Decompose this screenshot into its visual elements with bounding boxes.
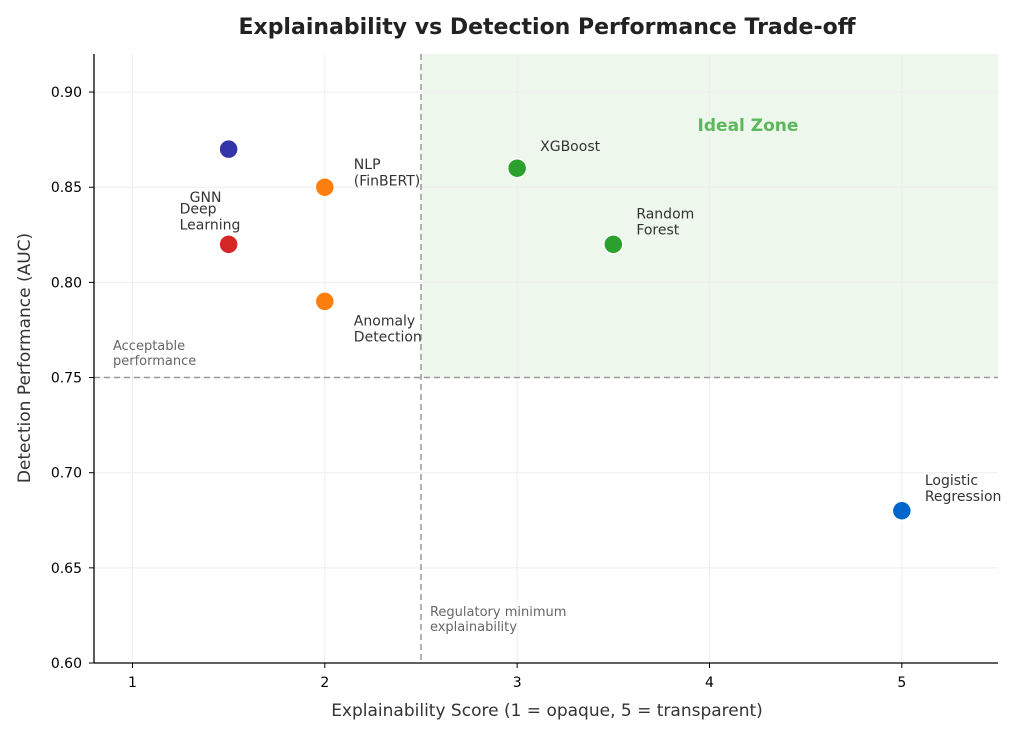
y-tick-label: 0.75 — [51, 371, 82, 387]
point-label-line: Detection — [354, 330, 422, 346]
x-tick-label: 4 — [705, 675, 714, 691]
y-tick-label: 0.70 — [51, 466, 82, 482]
regulatory-minimum-label: Regulatory minimum explainability — [430, 605, 566, 635]
point-label-line: XGBoost — [540, 139, 600, 155]
point-label: Random Forest — [636, 206, 694, 238]
data-point — [314, 291, 336, 312]
acceptable-performance-label-line: performance — [113, 354, 196, 369]
point-label: Logistic Regression — [925, 473, 1002, 505]
ideal-zone-label: Ideal Zone — [698, 116, 799, 136]
x-tick-label: 2 — [320, 675, 329, 691]
point-label-line: Forest — [636, 222, 679, 238]
regulatory-minimum-label-line: Regulatory minimum — [430, 605, 566, 620]
chart-title: Explainability vs Detection Performance … — [238, 15, 856, 40]
data-point — [218, 138, 239, 160]
data-point — [891, 500, 913, 521]
point-label: Anomaly Detection — [354, 313, 422, 345]
point-label-line: GNN — [190, 190, 222, 206]
point-label-line: Regression — [925, 489, 1002, 505]
x-axis-label: Explainability Score (1 = opaque, 5 = tr… — [331, 701, 763, 721]
acceptable-performance-label-line: Acceptable — [113, 339, 185, 354]
point-label: NLP (FinBERT) — [354, 157, 420, 189]
data-point — [603, 234, 624, 255]
point-label-line: Learning — [180, 217, 241, 233]
data-point — [506, 157, 528, 179]
point-label: GNN — [190, 190, 222, 206]
regulatory-minimum-label-line: explainability — [430, 620, 517, 635]
point-label-line: NLP — [354, 157, 381, 173]
x-tick-label: 3 — [513, 675, 522, 691]
point-label-line: (FinBERT) — [354, 173, 420, 189]
data-point — [218, 234, 239, 255]
y-tick-label: 0.65 — [51, 561, 82, 577]
point-label-line: Deep — [180, 201, 217, 217]
point-label-line: Logistic — [925, 473, 978, 489]
point-label-line: Random — [636, 206, 694, 222]
y-tick-label: 0.90 — [51, 85, 82, 101]
y-axis-label: Detection Performance (AUC) — [15, 233, 35, 483]
point-label: Deep Learning — [180, 201, 241, 233]
point-label-line: Anomaly — [354, 313, 415, 329]
data-point — [314, 176, 336, 198]
y-tick-label: 0.60 — [51, 656, 82, 672]
x-tick-label: 1 — [128, 675, 137, 691]
y-tick-label: 0.85 — [51, 180, 82, 196]
y-tick-label: 0.80 — [51, 275, 82, 291]
x-tick-label: 5 — [897, 675, 906, 691]
point-label: XGBoost — [540, 139, 600, 155]
acceptable-performance-label: Acceptable performance — [113, 339, 196, 369]
